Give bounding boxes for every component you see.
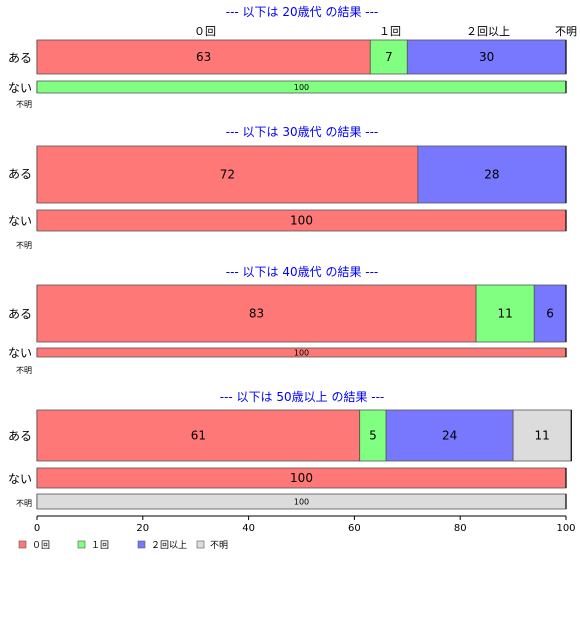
legend-label: ０回 xyxy=(32,540,50,551)
x-tick-label: 0 xyxy=(34,523,40,534)
data-label: 11 xyxy=(535,429,550,443)
data-label: 100 xyxy=(290,471,313,485)
data-label: 83 xyxy=(249,307,264,321)
bar-segment xyxy=(369,39,408,75)
bar-segment xyxy=(36,409,361,462)
category-header: １回 xyxy=(379,25,401,38)
category-header: 不明 xyxy=(555,25,577,38)
bar-segment xyxy=(385,409,514,462)
data-label: 61 xyxy=(191,429,206,443)
x-tick-label: 40 xyxy=(242,523,255,534)
row-label: ある xyxy=(8,167,32,181)
x-tick-label: 60 xyxy=(348,523,361,534)
row-label: 不明 xyxy=(16,241,32,250)
row-label: 不明 xyxy=(16,499,32,508)
data-label: 28 xyxy=(484,168,499,182)
row-label: 不明 xyxy=(16,366,32,375)
legend-swatch xyxy=(196,540,205,549)
data-label: 7 xyxy=(385,50,393,64)
bar-segment xyxy=(475,284,535,343)
data-label: 100 xyxy=(294,349,309,358)
legend-label: １回 xyxy=(91,540,109,551)
bar-segment xyxy=(36,39,371,75)
data-label: 5 xyxy=(369,429,377,443)
bar-segment xyxy=(533,284,567,343)
x-tick-label: 100 xyxy=(556,523,575,534)
legend-label: 不明 xyxy=(210,540,228,551)
x-tick-label: 80 xyxy=(454,523,467,534)
legend-swatch xyxy=(18,540,27,549)
category-header: ２回以上 xyxy=(466,25,510,38)
legend-swatch xyxy=(77,540,86,549)
data-label: 100 xyxy=(290,214,313,228)
legend-label: ２回以上 xyxy=(151,540,187,551)
data-label: 11 xyxy=(498,307,513,321)
bar-segment xyxy=(512,409,572,462)
x-tick-label: 20 xyxy=(136,523,149,534)
row-label: ない xyxy=(8,346,32,360)
data-label: 100 xyxy=(294,498,309,507)
data-label: 72 xyxy=(220,168,235,182)
panel-title: --- 以下は 40歳代 の結果 --- xyxy=(226,265,379,279)
panel-title: --- 以下は 30歳代 の結果 --- xyxy=(226,125,379,139)
row-label: ある xyxy=(8,307,32,321)
bar-segment xyxy=(406,39,567,75)
legend-swatch xyxy=(137,540,146,549)
data-label: 6 xyxy=(546,307,554,321)
row-label: ない xyxy=(8,81,32,95)
data-label: 30 xyxy=(479,50,494,64)
row-label: ある xyxy=(8,429,32,443)
panel-title: --- 以下は 50歳以上 の結果 --- xyxy=(220,390,385,404)
data-label: 100 xyxy=(294,83,309,92)
row-label: ある xyxy=(8,51,32,65)
bar-segment xyxy=(36,284,477,343)
data-label: 24 xyxy=(442,429,457,443)
row-label: 不明 xyxy=(16,100,32,109)
row-label: ない xyxy=(8,214,32,228)
data-label: 63 xyxy=(196,50,211,64)
panel-title: --- 以下は 20歳代 の結果 --- xyxy=(226,5,379,19)
category-header: ０回 xyxy=(194,25,216,38)
row-label: ない xyxy=(8,472,32,486)
